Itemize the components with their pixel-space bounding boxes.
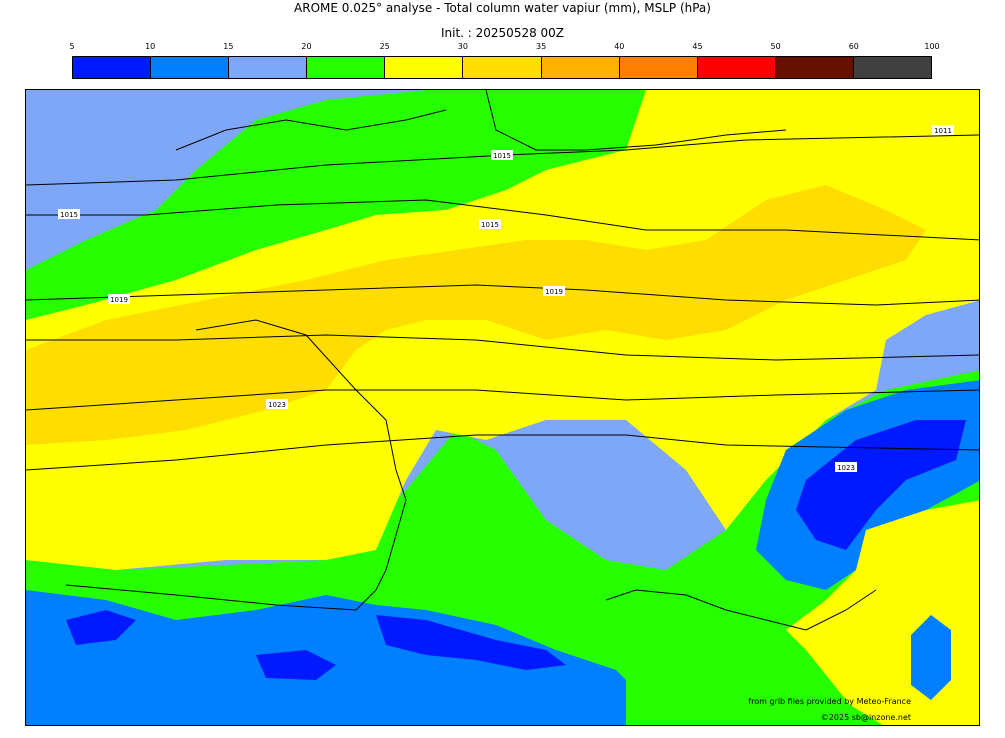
colorbar-segment <box>73 57 152 78</box>
coastline <box>175 109 447 151</box>
vapour-band-alps-core <box>796 420 966 550</box>
colorbar-tick: 35 <box>536 42 547 51</box>
colorbar-segment <box>697 57 776 78</box>
colorbar-tick: 5 <box>69 42 75 51</box>
colorbar-tick: 40 <box>614 42 625 51</box>
vapour-band-25-30 <box>26 90 979 570</box>
colorbar-segment <box>541 57 620 78</box>
colorbar-segment <box>463 57 542 78</box>
isobar-line <box>26 434 979 471</box>
isobar-label: 1011 <box>934 127 952 135</box>
colorbar-tick: 25 <box>379 42 390 51</box>
isobars <box>26 134 979 471</box>
coastline <box>485 90 787 151</box>
isobar-line <box>26 284 979 306</box>
init-time: Init. : 20250528 00Z <box>440 26 565 40</box>
vapour-band-corsica <box>911 615 951 700</box>
colorbar-tick: 100 <box>924 42 940 51</box>
colorbar-segment <box>385 57 464 78</box>
colorbar-segment <box>853 57 932 78</box>
isobar-label: 1023 <box>837 464 855 472</box>
colorbar <box>72 56 932 79</box>
colorbar-segment <box>775 57 854 78</box>
colorbar-tick: 10 <box>145 42 156 51</box>
colorbar-tick: 45 <box>692 42 703 51</box>
vapour-band-10-15 <box>26 590 646 725</box>
colorbar-segment <box>229 57 308 78</box>
vapour-band-5-10-pyrenees-west <box>66 610 136 645</box>
colorbar-segment <box>307 57 386 78</box>
vapour-band-30-35 <box>26 185 926 445</box>
colorbar-tick: 20 <box>301 42 312 51</box>
colorbar-tick: 30 <box>457 42 468 51</box>
isobar-line <box>26 199 979 241</box>
weather-map: 1015 1015 1019 1019 1023 1023 1015 1011 <box>25 89 980 726</box>
vapour-band-20-25-north <box>26 90 646 320</box>
data-credit: from grib files provided by Meteo-France <box>748 697 911 706</box>
colorbar-tick-labels: 5 10 15 20 25 30 35 40 45 50 60 100 <box>69 42 939 54</box>
map-title: AROME 0.025° analyse - Total column wate… <box>294 1 711 15</box>
map-canvas: 1015 1015 1019 1019 1023 1023 1015 1011 <box>26 90 979 725</box>
coastline <box>65 319 407 611</box>
vapour-band-5-10-iberia <box>256 650 336 680</box>
colorbar-segment <box>151 57 230 78</box>
coastline <box>605 589 877 631</box>
colorbar-tick: 60 <box>848 42 859 51</box>
isobar-line <box>26 389 979 411</box>
vapour-band-mediterranean <box>616 590 865 725</box>
isobar-line <box>26 334 979 361</box>
colorbar-tick: 50 <box>770 42 781 51</box>
colorbar-tick: 15 <box>223 42 234 51</box>
isobar-label: 1015 <box>481 221 499 229</box>
vapour-band-5-10 <box>376 615 566 670</box>
isobar-label: 1019 <box>545 288 563 296</box>
copyright: ©2025 sb@inzone.net <box>820 713 911 722</box>
colorbar-segment <box>619 57 698 78</box>
isobar-labels: 1015 1015 1019 1019 1023 1023 1015 1011 <box>58 125 954 472</box>
isobar-label: 1019 <box>110 296 128 304</box>
coastlines <box>65 90 877 631</box>
isobar-label: 1023 <box>268 401 286 409</box>
isobar-label: 1015 <box>60 211 78 219</box>
isobar-label: 1015 <box>493 152 511 160</box>
vapour-band-20-25 <box>26 90 979 725</box>
